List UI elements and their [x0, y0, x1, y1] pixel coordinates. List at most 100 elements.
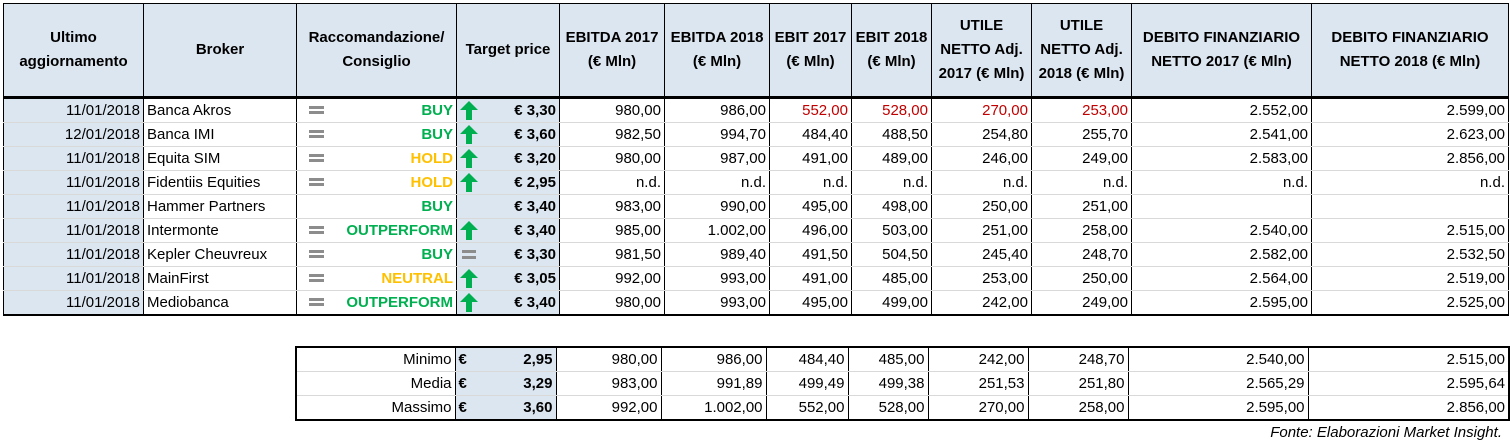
cell-utile17: 253,00: [931, 266, 1032, 291]
cell-utile18: 255,70: [1031, 122, 1132, 147]
arrow-up-icon: [460, 269, 478, 288]
cell-debito17: 2.583,00: [1131, 146, 1312, 171]
unchanged-rating-icon: [309, 272, 324, 284]
summary-currency: €: [454, 395, 485, 421]
table-row: 11/01/2018 Banca Akros BUY € 3,30 980,00 986,…: [3, 97, 1509, 123]
table-row: 11/01/2018 Fidentiis Equities HOLD € 2,95 n.…: [3, 170, 1509, 195]
header-target-price: Target price: [456, 3, 560, 98]
table-row: 11/01/2018 Kepler Cheuvreux BUY € 3,30 981,5…: [3, 242, 1509, 267]
cell-utile17: 270,00: [931, 97, 1032, 123]
table-row: 11/01/2018 Intermonte OUTPERFORM € 3,40 985,…: [3, 218, 1509, 243]
summary-rows: Minimo €2,95 980,00 986,00 484,40 485,00 242,0…: [295, 346, 1510, 421]
cell-ebit18: 504,50: [851, 242, 932, 267]
cell-ebit18: 488,50: [851, 122, 932, 147]
table-row: 11/01/2018 MainFirst NEUTRAL € 3,05 992,00 99…: [3, 266, 1509, 291]
cell-utile17: 250,00: [931, 194, 1032, 219]
cell-ebitda18: 987,00: [664, 146, 770, 171]
cell-broker: Fidentiis Equities: [143, 170, 297, 195]
cell-ebitda18: 993,00: [664, 290, 770, 316]
cell-target-price: € 3,20: [456, 146, 560, 171]
cell-debito18: 2.623,00: [1311, 122, 1509, 147]
cell-recommendation: BUY: [296, 97, 457, 123]
cell-target-price: € 3,30: [456, 242, 560, 267]
cell-utile18: 249,00: [1031, 290, 1132, 316]
header-debito-2017: DEBITO FINANZIARIO NETTO 2017 (€ Mln): [1131, 3, 1312, 98]
cell-last-update: 11/01/2018: [3, 146, 144, 171]
cell-target-price: € 3,30: [456, 97, 560, 123]
source-note: Fonte: Elaborazioni Market Insight.: [1270, 424, 1502, 441]
recommendation-label: OUTPERFORM: [346, 294, 453, 311]
cell-broker: MainFirst: [143, 266, 297, 291]
header-ebit-2018: EBIT 2018 (€ Mln): [851, 3, 932, 98]
cell-target-price: € 2,95: [456, 170, 560, 195]
cell-recommendation: HOLD: [296, 170, 457, 195]
summary-target-price: 3,60: [485, 395, 557, 421]
cell-recommendation: OUTPERFORM: [296, 290, 457, 316]
cell-ebitda17: 983,00: [559, 194, 665, 219]
table-header-row: Ultimo aggiornamento Broker Raccomandazi…: [3, 3, 1509, 98]
cell-utile17: 245,40: [931, 242, 1032, 267]
unchanged-rating-icon: [309, 248, 324, 260]
summary-debito17: 2.565,29: [1127, 371, 1309, 396]
summary-row: Massimo €3,60 992,00 1.002,00 552,00 528,00 27…: [295, 395, 1510, 421]
cell-ebit17: 496,00: [769, 218, 852, 243]
unchanged-rating-icon: [309, 128, 324, 140]
target-price-value: € 3,40: [514, 222, 556, 239]
cell-ebit18: 498,00: [851, 194, 932, 219]
cell-utile18: n.d.: [1031, 170, 1132, 195]
cell-broker: Kepler Cheuvreux: [143, 242, 297, 267]
unchanged-rating-icon: [309, 176, 324, 188]
cell-ebitda17: 985,00: [559, 218, 665, 243]
summary-utile17: 251,53: [927, 371, 1029, 396]
cell-debito18: [1311, 194, 1509, 219]
recommendation-label: BUY: [421, 126, 453, 143]
cell-broker: Equita SIM: [143, 146, 297, 171]
cell-ebitda17: n.d.: [559, 170, 665, 195]
summary-row: Minimo €2,95 980,00 986,00 484,40 485,00 242,0…: [295, 346, 1510, 372]
cell-broker: Hammer Partners: [143, 194, 297, 219]
equal-icon: [460, 245, 478, 264]
summary-debito18: 2.595,64: [1307, 371, 1510, 396]
cell-ebit18: 528,00: [851, 97, 932, 123]
cell-debito17: 2.595,00: [1131, 290, 1312, 316]
cell-debito17: [1131, 194, 1312, 219]
target-price-value: € 3,40: [514, 198, 556, 215]
summary-ebitda17: 992,00: [555, 395, 662, 421]
summary-ebit17: 552,00: [765, 395, 849, 421]
cell-debito17: 2.540,00: [1131, 218, 1312, 243]
unchanged-rating-icon: [309, 296, 324, 308]
summary-debito17: 2.595,00: [1127, 395, 1309, 421]
cell-ebit17: 491,00: [769, 146, 852, 171]
target-price-value: € 3,05: [514, 270, 556, 287]
table-row: 12/01/2018 Banca IMI BUY € 3,60 982,50 994,70…: [3, 122, 1509, 147]
arrow-up-icon: [460, 125, 478, 144]
recommendation-label: BUY: [421, 102, 453, 119]
cell-debito18: 2.532,50: [1311, 242, 1509, 267]
cell-ebit17: 491,00: [769, 266, 852, 291]
cell-ebit18: n.d.: [851, 170, 932, 195]
cell-ebitda17: 981,50: [559, 242, 665, 267]
header-ebitda-2018: EBITDA 2018 (€ Mln): [664, 3, 770, 98]
cell-target-price: € 3,05: [456, 266, 560, 291]
cell-broker: Banca Akros: [143, 97, 297, 123]
target-price-value: € 2,95: [514, 174, 556, 191]
recommendation-label: NEUTRAL: [381, 270, 453, 287]
cell-ebit18: 489,00: [851, 146, 932, 171]
cell-ebitda17: 992,00: [559, 266, 665, 291]
summary-ebitda18: 1.002,00: [660, 395, 767, 421]
recommendation-label: BUY: [421, 198, 453, 215]
cell-ebitda18: 990,00: [664, 194, 770, 219]
summary-row: Media €3,29 983,00 991,89 499,49 499,38 251,53…: [295, 371, 1510, 396]
cell-ebit17: 491,50: [769, 242, 852, 267]
table-row: 11/01/2018 Hammer Partners BUY € 3,40 983,00…: [3, 194, 1509, 219]
header-last-update: Ultimo aggiornamento: [3, 3, 144, 98]
target-price-value: € 3,60: [514, 126, 556, 143]
arrow-up-icon: [460, 221, 478, 240]
cell-ebitda18: 1.002,00: [664, 218, 770, 243]
cell-debito18: 2.515,00: [1311, 218, 1509, 243]
summary-utile17: 242,00: [927, 346, 1029, 372]
summary-utile18: 258,00: [1027, 395, 1129, 421]
cell-debito18: 2.856,00: [1311, 146, 1509, 171]
cell-utile17: 251,00: [931, 218, 1032, 243]
header-broker: Broker: [143, 3, 297, 98]
